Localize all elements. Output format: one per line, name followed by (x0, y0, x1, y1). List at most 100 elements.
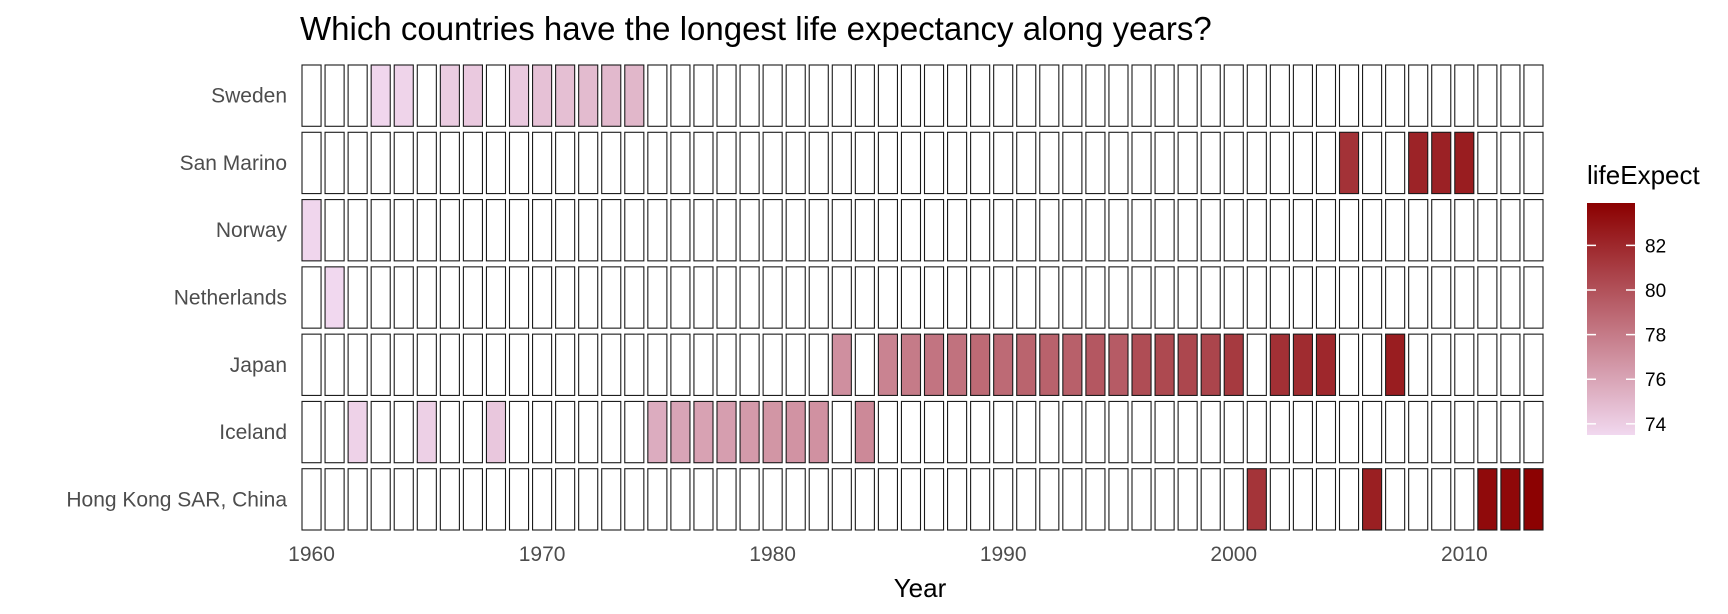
empty-cell (462, 131, 484, 195)
empty-cell (416, 266, 437, 329)
empty-cell (624, 400, 645, 464)
heatmap-cell-sweden-1973 (601, 64, 622, 127)
empty-cell (1016, 131, 1037, 195)
heatmap-cell-iceland-1981 (785, 400, 806, 464)
empty-cell (1292, 266, 1314, 329)
empty-cell (808, 468, 829, 531)
legend-tick-label-74: 74 (1645, 415, 1667, 436)
empty-cell (1362, 266, 1383, 329)
empty-cell (1431, 64, 1452, 127)
empty-cell (1385, 468, 1406, 531)
empty-cell (1177, 266, 1198, 329)
x-tick-label-1990: 1990 (980, 543, 1027, 566)
empty-cell (693, 333, 714, 396)
empty-cell (1062, 64, 1083, 127)
empty-cell (762, 64, 783, 127)
empty-cell (1385, 400, 1406, 464)
empty-cell (601, 131, 622, 195)
empty-cell (1362, 131, 1383, 195)
empty-cell (1039, 64, 1060, 127)
empty-cell (370, 199, 391, 262)
empty-cell (439, 400, 460, 464)
empty-cell (947, 266, 968, 329)
empty-cell (578, 333, 599, 396)
heatmap-cell-sweden-1972 (578, 64, 599, 127)
empty-cell (739, 131, 760, 195)
empty-cell (1477, 266, 1498, 329)
empty-cell (1108, 266, 1129, 329)
empty-cell (1292, 400, 1314, 464)
empty-cell (1315, 131, 1337, 195)
empty-cell (1362, 199, 1383, 262)
empty-cell (1500, 199, 1521, 262)
empty-cell (1062, 131, 1083, 195)
empty-cell (1431, 468, 1452, 531)
heatmap-cell-san-marino-2008 (1408, 131, 1429, 195)
heatmap-cell-hong-kong-sar-china-2006 (1362, 468, 1383, 531)
empty-cell (578, 199, 599, 262)
empty-cell (301, 468, 322, 531)
empty-cell (1016, 266, 1037, 329)
empty-cell (1062, 266, 1083, 329)
heatmap-cell-iceland-1984 (854, 400, 875, 464)
empty-cell (1085, 199, 1106, 262)
empty-cell (1500, 400, 1521, 464)
empty-cell (462, 266, 484, 329)
empty-cell (1131, 266, 1152, 329)
empty-cell (624, 333, 645, 396)
empty-cell (1246, 400, 1267, 464)
legend-color-bar (1587, 203, 1635, 435)
heatmap-cell-sweden-1969 (508, 64, 530, 127)
empty-cell (393, 199, 414, 262)
empty-cell (462, 400, 484, 464)
empty-cell (439, 333, 460, 396)
empty-cell (370, 333, 391, 396)
empty-cell (1039, 468, 1060, 531)
heatmap-cell-japan-2007 (1385, 333, 1406, 396)
empty-cell (1108, 400, 1129, 464)
legend-title: lifeExpect (1587, 160, 1700, 190)
empty-cell (923, 468, 945, 531)
empty-cell (1062, 199, 1083, 262)
empty-cell (647, 468, 668, 531)
country-labels: Sweden San Marino Norway Netherlands Japan Ic… (66, 85, 287, 512)
empty-cell (854, 199, 875, 262)
empty-cell (393, 131, 414, 195)
empty-cell (324, 64, 345, 127)
empty-cell (716, 266, 737, 329)
empty-cell (1131, 131, 1152, 195)
empty-cell (647, 64, 668, 127)
empty-cell (485, 468, 507, 531)
empty-cell (923, 131, 945, 195)
cell-grid (301, 64, 1544, 531)
empty-cell (970, 266, 991, 329)
heatmap-cell-japan-1983 (831, 333, 852, 396)
heatmap-cell-japan-2004 (1315, 333, 1337, 396)
empty-cell (624, 131, 645, 195)
empty-cell (1523, 400, 1544, 464)
empty-cell (532, 400, 553, 464)
empty-cell (1454, 64, 1475, 127)
empty-cell (416, 468, 437, 531)
empty-cell (416, 131, 437, 195)
empty-cell (1085, 131, 1106, 195)
country-label-norway: Norway (216, 219, 288, 242)
empty-cell (1362, 64, 1383, 127)
empty-cell (1200, 266, 1221, 329)
empty-cell (831, 64, 852, 127)
empty-cell (624, 199, 645, 262)
empty-cell (1385, 199, 1406, 262)
empty-cell (393, 333, 414, 396)
empty-cell (947, 468, 968, 531)
empty-cell (1500, 333, 1521, 396)
legend-tick-label-76: 76 (1645, 370, 1666, 391)
empty-cell (739, 64, 760, 127)
empty-cell (1431, 266, 1452, 329)
country-label-netherlands: Netherlands (174, 287, 287, 310)
empty-cell (970, 468, 991, 531)
country-label-hong-kong-sar-china: Hong Kong SAR, China (66, 488, 287, 511)
empty-cell (693, 468, 714, 531)
empty-cell (1200, 131, 1221, 195)
empty-cell (1477, 131, 1498, 195)
empty-cell (854, 64, 875, 127)
